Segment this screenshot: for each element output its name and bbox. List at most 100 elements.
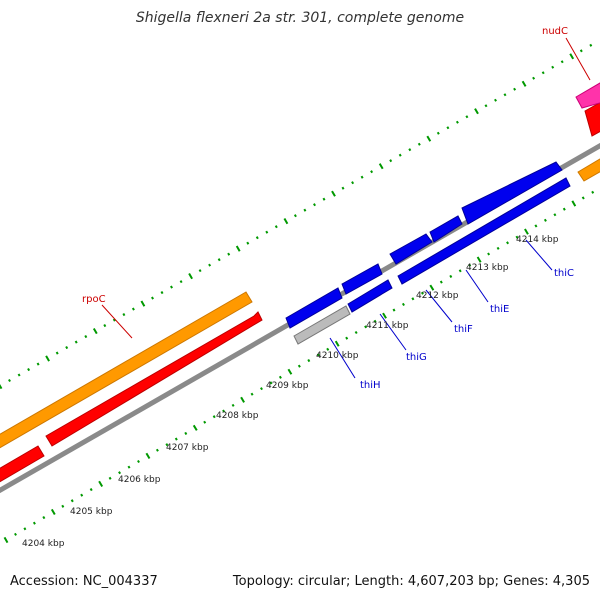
scale-label: 4206 kbp	[118, 475, 161, 485]
lower-tick-mark	[14, 532, 17, 536]
lower-tick-mark	[260, 387, 263, 391]
scale-label: 4205 kbp	[70, 507, 113, 517]
upper-tick-mark	[378, 163, 384, 170]
gene-label-thiE[interactable]: thiE	[490, 304, 509, 315]
upper-tick-mark	[188, 273, 193, 280]
lower-tick-mark	[222, 409, 226, 413]
lower-tick-mark	[487, 252, 491, 256]
upper-tick-mark	[293, 214, 297, 218]
upper-tick-mark	[131, 307, 135, 311]
upper-tick-mark	[579, 49, 583, 53]
lower-tick-mark	[553, 213, 557, 217]
upper-tick-mark	[265, 230, 269, 234]
upper-tick-mark	[151, 296, 154, 300]
upper-tick-track	[0, 43, 593, 390]
upper-tick-mark	[8, 378, 11, 383]
gene-label-nudC[interactable]: nudC	[542, 26, 568, 37]
lower-tick-mark	[108, 476, 112, 480]
gene-label-thiG[interactable]: thiG	[406, 352, 427, 363]
upper-tick-mark	[408, 148, 412, 152]
genome-title: Shigella flexneri 2a str. 301, complete …	[135, 10, 465, 26]
lower-tick-mark	[70, 499, 74, 503]
lower-tick-mark	[307, 359, 311, 363]
feature-thi-b[interactable]	[341, 263, 383, 295]
gene-labels: rpoC nudC thiH thiG thiF thiE thiC	[82, 26, 574, 391]
lower-tick-track	[3, 190, 595, 544]
feature-thi-e[interactable]	[461, 161, 563, 225]
upper-tick-mark	[322, 197, 326, 201]
upper-tick-mark	[474, 108, 479, 115]
feature-thi-a[interactable]	[285, 287, 343, 329]
lower-tick-mark	[316, 353, 320, 357]
lower-tick-mark	[203, 420, 207, 424]
upper-tick-mark	[92, 327, 98, 335]
lower-tick-mark	[240, 396, 245, 403]
lower-tick-mark	[382, 312, 387, 319]
scale-label: 4212 kbp	[416, 291, 459, 301]
upper-tick-mark	[36, 362, 40, 366]
feature-orange-nudC[interactable]	[577, 153, 600, 182]
upper-tick-mark	[0, 383, 3, 390]
upper-tick-mark	[351, 181, 355, 185]
upper-tick-mark	[484, 104, 488, 108]
feature-red-rpoC-b[interactable]	[45, 311, 263, 447]
callout-nudC	[565, 37, 591, 81]
upper-tick-mark	[551, 65, 555, 69]
feature-thi-d[interactable]	[429, 215, 463, 243]
lower-tick-mark	[476, 256, 482, 263]
upper-tick-mark	[235, 245, 241, 252]
feature-red-rpoC-a[interactable]	[0, 445, 45, 484]
gene-label-rpoC[interactable]: rpoC	[82, 294, 106, 305]
gene-label-thiF[interactable]: thiF	[454, 324, 473, 335]
feature-pink-nudC[interactable]	[575, 82, 600, 109]
upper-tick-mark	[389, 159, 393, 163]
feature-thiF-E-C[interactable]	[397, 177, 571, 285]
feature-gray-thiH[interactable]	[293, 305, 351, 345]
feature-thi-c[interactable]	[389, 233, 433, 265]
lower-tick-mark	[506, 241, 510, 245]
callout-thiC	[525, 239, 553, 271]
lower-tick-mark	[534, 224, 538, 228]
upper-tick-mark	[360, 175, 364, 179]
upper-tick-mark	[55, 351, 59, 355]
lower-tick-mark	[364, 325, 368, 329]
lower-tick-mark	[420, 291, 424, 295]
scale-label: 4209 kbp	[266, 381, 309, 391]
callout-thiF	[425, 289, 453, 323]
feature-thiG[interactable]	[347, 279, 393, 313]
lower-tick-mark	[32, 521, 36, 525]
feature-red-nudC[interactable]	[584, 97, 600, 137]
upper-tick-mark	[417, 142, 421, 146]
upper-tick-mark	[313, 203, 316, 207]
gene-label-thiH[interactable]: thiH	[360, 380, 381, 391]
scale-label: 4207 kbp	[166, 443, 209, 453]
upper-tick-mark	[455, 120, 459, 124]
lower-tick-mark	[80, 493, 84, 497]
upper-tick-mark	[208, 263, 212, 267]
upper-tick-mark	[160, 291, 164, 295]
gene-label-thiC[interactable]: thiC	[554, 268, 574, 279]
scale-label: 4210 kbp	[316, 351, 359, 361]
callout-thiG	[379, 313, 407, 351]
lower-tick-mark	[334, 340, 340, 347]
upper-tick-mark	[122, 313, 126, 317]
lower-tick-mark	[392, 308, 396, 312]
lower-tick-mark	[581, 196, 585, 200]
lower-tick-mark	[543, 218, 547, 222]
scale-label: 4211 kbp	[366, 321, 409, 331]
upper-tick-mark	[341, 186, 345, 190]
callout-thiE	[465, 269, 489, 303]
lower-tick-mark	[89, 488, 93, 492]
lower-tick-mark	[42, 515, 46, 520]
lower-tick-mark	[411, 297, 415, 301]
feature-orange-rpoC[interactable]	[0, 291, 253, 450]
upper-tick-mark	[274, 225, 278, 229]
upper-tick-mark	[112, 318, 116, 322]
lower-tick-mark	[231, 403, 235, 407]
upper-tick-mark	[426, 135, 432, 142]
upper-tick-mark	[140, 300, 146, 307]
lower-tick-mark	[345, 336, 349, 340]
lower-tick-mark	[449, 274, 453, 278]
